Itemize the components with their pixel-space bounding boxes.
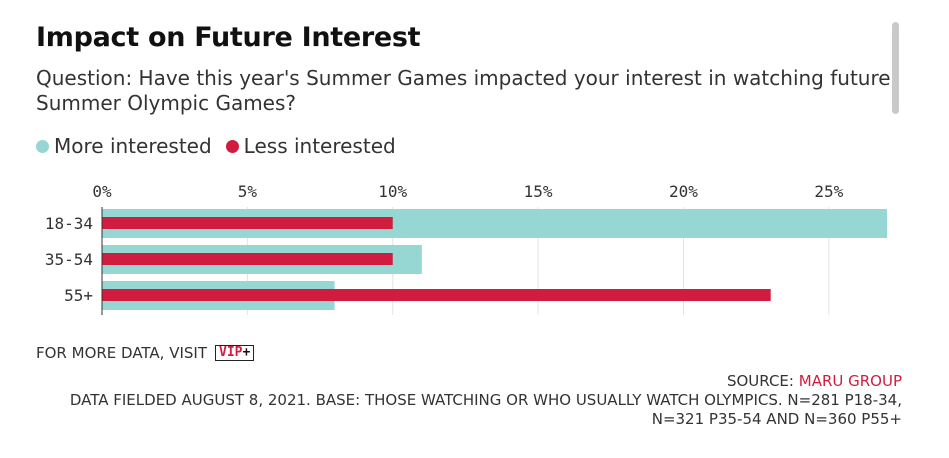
vip-logo-text: VIP [219,345,243,360]
y-tick-label-18-34: 18-34 [45,214,93,233]
chart-title: Impact on Future Interest [36,22,421,53]
source-line: SOURCE: MARU GROUP [727,372,902,391]
y-tick-label-55+: 55+ [64,286,93,305]
bar-less-interested-35-54 [102,253,393,265]
chart-subtitle: Question: Have this year's Summer Games … [36,66,891,115]
x-tick-label-20: 20% [669,182,698,201]
chart-legend: More interested Less interested [36,134,396,158]
x-tick-label-25: 25% [814,182,843,201]
x-tick-label-0: 0% [92,182,112,201]
legend-swatch-less-interested [225,139,239,153]
vip-plus-link[interactable]: VIP + [215,345,255,361]
bar-chart: 0% 5% 10% 15% 20% 25% 18-34 35-54 55+ [45,182,887,315]
scrollbar-thumb[interactable] [892,22,899,114]
x-tick-label-5: 5% [238,182,258,201]
legend-label-more-interested: More interested [54,134,212,158]
more-data-line: FOR MORE DATA, VISIT VIP + [36,344,255,362]
legend-item-more-interested: More interested [36,134,212,158]
x-tick-label-10: 10% [378,182,407,201]
bar-less-interested-18-34 [102,217,393,229]
more-data-text: FOR MORE DATA, VISIT [36,344,208,362]
x-tick-label-15: 15% [524,182,553,201]
legend-label-less-interested: Less interested [243,134,396,158]
source-link-maru-group[interactable]: MARU GROUP [798,372,902,390]
vip-plus-icon: + [242,345,251,360]
legend-item-less-interested: Less interested [225,134,396,158]
bar-less-interested-55+ [102,289,771,301]
data-note: DATA FIELDED AUGUST 8, 2021. BASE: THOSE… [69,391,902,428]
y-tick-label-35-54: 35-54 [45,250,93,269]
source-label: SOURCE: [726,372,794,390]
legend-swatch-more-interested [36,139,49,153]
